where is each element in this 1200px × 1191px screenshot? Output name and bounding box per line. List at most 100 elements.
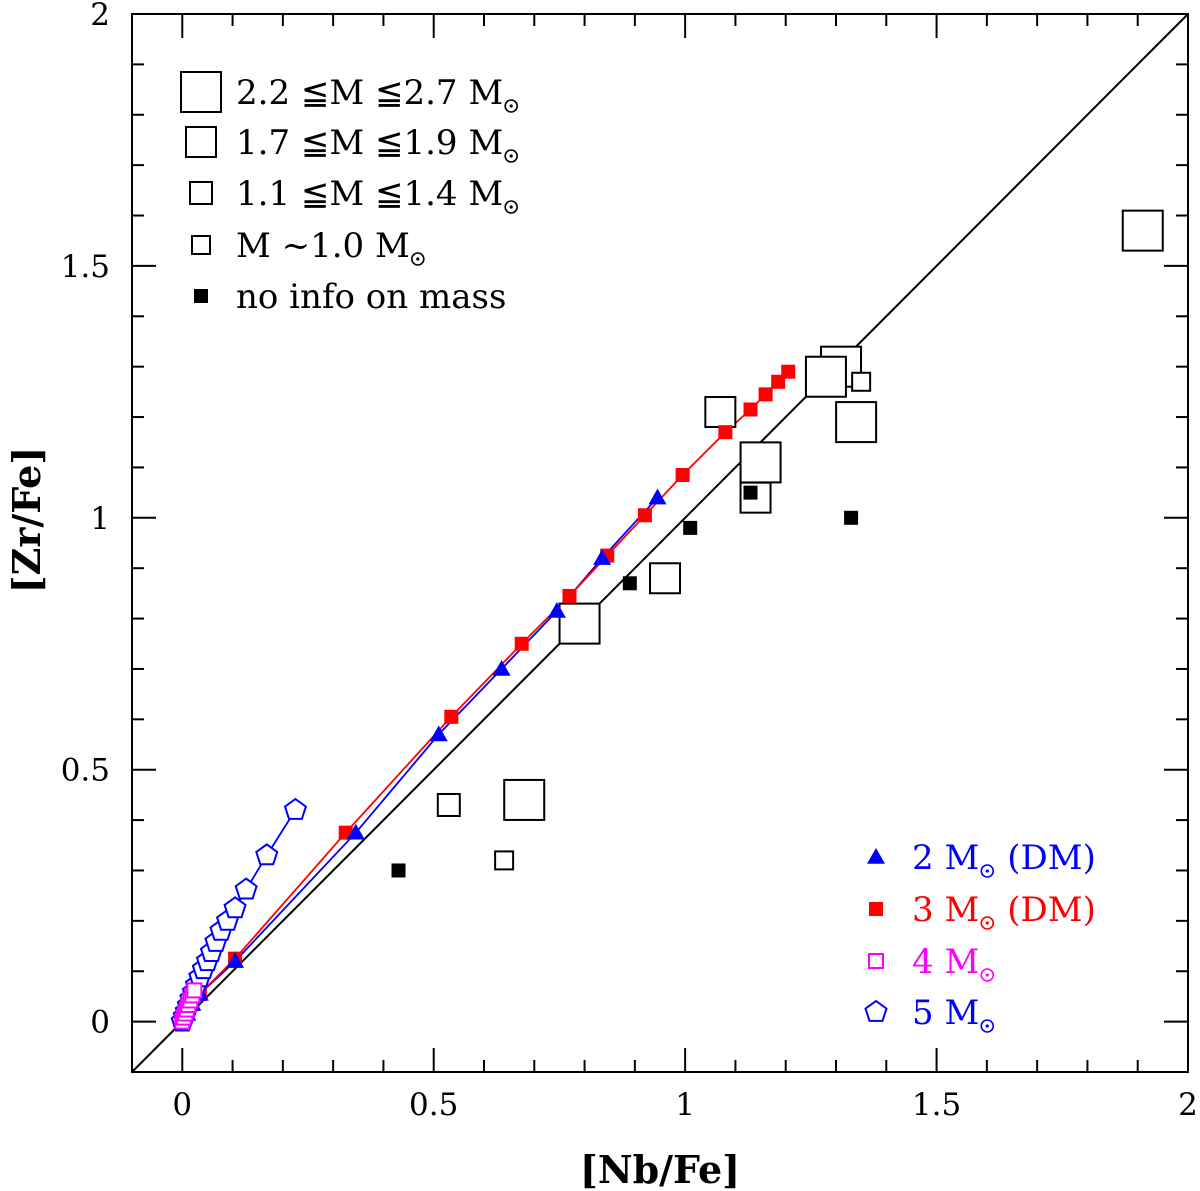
legend-obs-sun-1 — [504, 99, 518, 113]
legend-model-sun-1-ring — [980, 864, 995, 878]
x-tick-label: 2 — [1178, 1087, 1198, 1123]
obs-point-5-3 — [844, 510, 859, 525]
obs-point-1-5 — [739, 441, 782, 484]
model-point-1-8 — [492, 659, 511, 676]
model-point-2-15 — [758, 387, 773, 402]
legend-obs-sun-1-dot — [509, 104, 513, 108]
legend-obs-marker-3 — [189, 181, 213, 205]
legend-model-label-2: 3 M — [912, 890, 979, 930]
obs-point-4-1 — [851, 371, 872, 392]
model-point-2-9 — [562, 588, 577, 603]
obs-point-2-3 — [649, 562, 682, 595]
model-point-4-16 — [234, 877, 258, 900]
reference-line — [131, 13, 1189, 1073]
legend-obs-sun-4-dot — [416, 257, 420, 261]
legend-model-sun-4-ring — [980, 1019, 995, 1033]
legend-model-sun-2 — [980, 916, 995, 930]
legend-model-label-4: 5 M — [912, 993, 979, 1033]
plot-frame — [131, 13, 1189, 1073]
y-tick-label: 1 — [90, 501, 110, 537]
observations-layer — [391, 209, 1164, 878]
model-point-1-9 — [547, 602, 566, 618]
legend-obs-sun-1-ring — [504, 99, 518, 113]
x-tick-label: 0 — [172, 1087, 192, 1123]
obs-point-1-4 — [835, 401, 878, 444]
model-point-2-8 — [514, 636, 529, 651]
model-point-4-15 — [223, 896, 247, 919]
legend-obs-sun-2 — [504, 149, 518, 163]
legend-obs-marker-2 — [185, 126, 217, 158]
x-tick-label: 1 — [675, 1087, 695, 1123]
legend-model-sun-1-dot — [985, 869, 989, 873]
legend-obs-sun-2-dot — [509, 154, 513, 158]
model-lines-layer — [181, 371, 789, 1023]
legend-obs-sun-3-ring — [504, 200, 518, 214]
obs-point-5-4 — [622, 576, 637, 591]
legend-obs-label-2: 1.7 ≦M ≦1.9 M — [236, 123, 503, 163]
x-axis-title: [Nb/Fe] — [580, 1147, 740, 1191]
obs-point-1-1 — [1121, 209, 1164, 252]
legend-model-sun-3-dot — [985, 973, 989, 977]
legend-model-label-3: 4 M — [912, 942, 979, 982]
model-point-4-18 — [283, 797, 308, 820]
y-tick-label: 1.5 — [61, 249, 110, 285]
y-tick-label: 2 — [90, 0, 110, 33]
obs-point-1-7 — [503, 778, 546, 821]
legend-obs-label-3: 1.1 ≦M ≦1.4 M — [236, 174, 503, 214]
x-tick-label: 0.5 — [409, 1087, 458, 1123]
model-point-2-11 — [637, 508, 652, 523]
obs-point-5-2 — [683, 520, 698, 535]
model-markers-layer — [170, 364, 796, 1032]
legend-models: 2 M (DM) 3 M (DM) 4 M 5 M — [864, 838, 1096, 1033]
legend-model-label-1: 2 M — [912, 838, 979, 878]
legend-model-tail-1: (DM) — [1007, 838, 1096, 878]
model-point-1-10 — [593, 549, 612, 565]
model-point-3-8 — [186, 982, 203, 999]
legend-model-marker-1 — [867, 848, 885, 864]
legend-model-sun-4-dot — [985, 1024, 989, 1028]
obs-point-2-1 — [704, 396, 737, 429]
legend-model-tail-2: (DM) — [1007, 890, 1096, 930]
legend-obs-marker-5 — [194, 289, 208, 303]
legend-model-sun-1 — [980, 864, 995, 878]
legend-model-marker-4 — [864, 999, 888, 1022]
x-tick-label: 1.5 — [912, 1087, 961, 1123]
legend-obs-label-5: no info on mass — [236, 277, 506, 317]
legend-obs-marker-4 — [191, 235, 211, 255]
reference-line-layer — [131, 13, 1189, 1073]
legend-obs-sun-4 — [411, 252, 425, 266]
obs-point-1-3 — [804, 355, 847, 398]
legend-model-sun-4 — [980, 1019, 995, 1033]
legend-obs-sun-4-ring — [411, 252, 425, 266]
legend-model-sun-2-ring — [980, 916, 995, 930]
model-point-1-7 — [429, 725, 448, 742]
obs-point-1-6 — [558, 602, 601, 645]
model-point-1-6 — [346, 823, 365, 840]
y-tick-label: 0 — [90, 1005, 110, 1041]
model-point-2-17 — [781, 364, 796, 379]
y-tick-label: 0.5 — [61, 753, 110, 789]
legend-model-marker-2 — [869, 902, 883, 916]
y-axis-title: [Zr/Fe] — [4, 447, 49, 594]
legend-model-sun-3-ring — [980, 968, 995, 982]
model-point-2-13 — [718, 425, 733, 440]
axes-layer: 0 0.5 1 1.5 2 0 0.5 1 1.5 2 — [61, 0, 1198, 1123]
model-point-1-5 — [226, 952, 245, 968]
legend-model-marker-3 — [868, 953, 884, 969]
legend-obs-label-4: M ~1.0 M — [236, 226, 410, 266]
model-point-4-17 — [255, 843, 279, 866]
model-point-2-7 — [444, 709, 459, 724]
model-point-1-11 — [648, 488, 667, 505]
legend-model-sun-3 — [980, 968, 995, 982]
legend-model-sun-2-dot — [985, 921, 989, 925]
legend-obs-marker-1 — [180, 71, 222, 113]
obs-point-3-1 — [436, 792, 461, 817]
obs-point-5-5 — [391, 863, 406, 878]
model-line-2 — [181, 371, 789, 1023]
obs-point-4-2 — [494, 850, 515, 871]
legend-obs-label-1: 2.2 ≦M ≦2.7 M — [236, 73, 503, 113]
legend-obs-sun-3 — [504, 200, 518, 214]
obs-point-5-1 — [743, 485, 758, 500]
model-point-2-12 — [675, 467, 690, 482]
